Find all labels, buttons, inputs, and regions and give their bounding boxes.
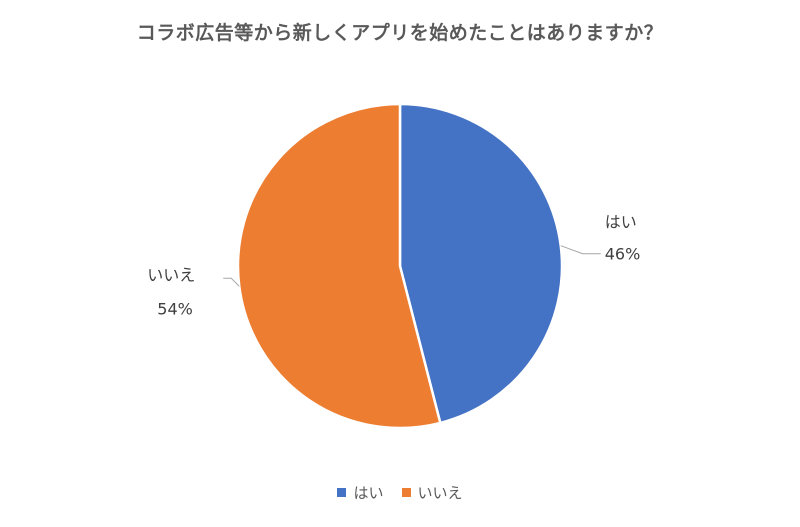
legend-swatch-yes bbox=[337, 488, 347, 497]
data-label-value-yes: 46% bbox=[605, 245, 641, 264]
pie-slices bbox=[236, 102, 564, 430]
legend-label-no: いいえ bbox=[417, 484, 463, 502]
data-labels: はい 46% いいえ 54% bbox=[147, 213, 640, 319]
pie-slice-yes[interactable] bbox=[398, 102, 564, 425]
chart-title: コラボ広告等から新しくアプリを始めたことはありますか？ bbox=[136, 22, 664, 44]
legend: はい いいえ bbox=[0, 482, 800, 503]
leader-lines bbox=[223, 245, 601, 287]
legend-item-no[interactable]: いいえ bbox=[401, 482, 463, 503]
data-label-value-no: 54% bbox=[157, 299, 193, 318]
data-label-category-yes: はい bbox=[605, 213, 637, 232]
legend-label-yes: はい bbox=[353, 484, 384, 502]
data-label-category-no: いいえ bbox=[147, 265, 195, 284]
leader-line-no bbox=[223, 277, 240, 287]
legend-item-yes[interactable]: はい bbox=[337, 482, 384, 503]
leader-line-yes bbox=[560, 245, 601, 255]
legend-swatch-no bbox=[401, 488, 411, 497]
